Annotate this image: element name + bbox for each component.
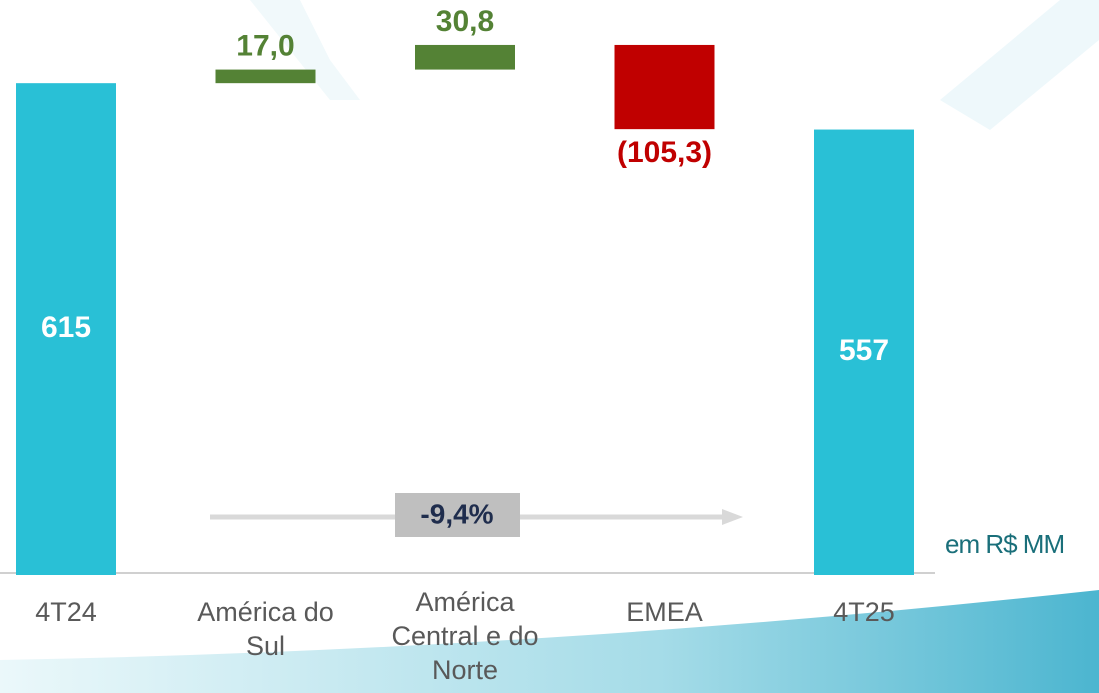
category-label: EMEA — [626, 597, 703, 627]
bar — [814, 129, 914, 575]
value-label: 17,0 — [236, 29, 294, 62]
bar — [614, 44, 715, 130]
bar — [415, 44, 515, 70]
value-label: 30,8 — [436, 5, 494, 38]
bar — [215, 69, 316, 84]
category-label: América Central e do Norte — [391, 587, 539, 685]
annotation: -9,4% — [420, 498, 493, 529]
value-label: (105,3) — [617, 136, 712, 169]
category-label: América do Sul — [197, 597, 334, 661]
background-shape — [940, 0, 1099, 130]
annotation-box — [395, 493, 520, 537]
background-shape — [250, 0, 360, 100]
background-swoosh — [0, 590, 1099, 693]
arrow-head — [722, 509, 743, 525]
category-label: 4T25 — [833, 597, 895, 627]
value-label: 557 — [839, 334, 889, 367]
bar — [16, 83, 116, 575]
unit-note: em R$ MM — [945, 529, 1064, 559]
category-label: 4T24 — [35, 597, 97, 627]
value-label: 615 — [41, 311, 91, 344]
